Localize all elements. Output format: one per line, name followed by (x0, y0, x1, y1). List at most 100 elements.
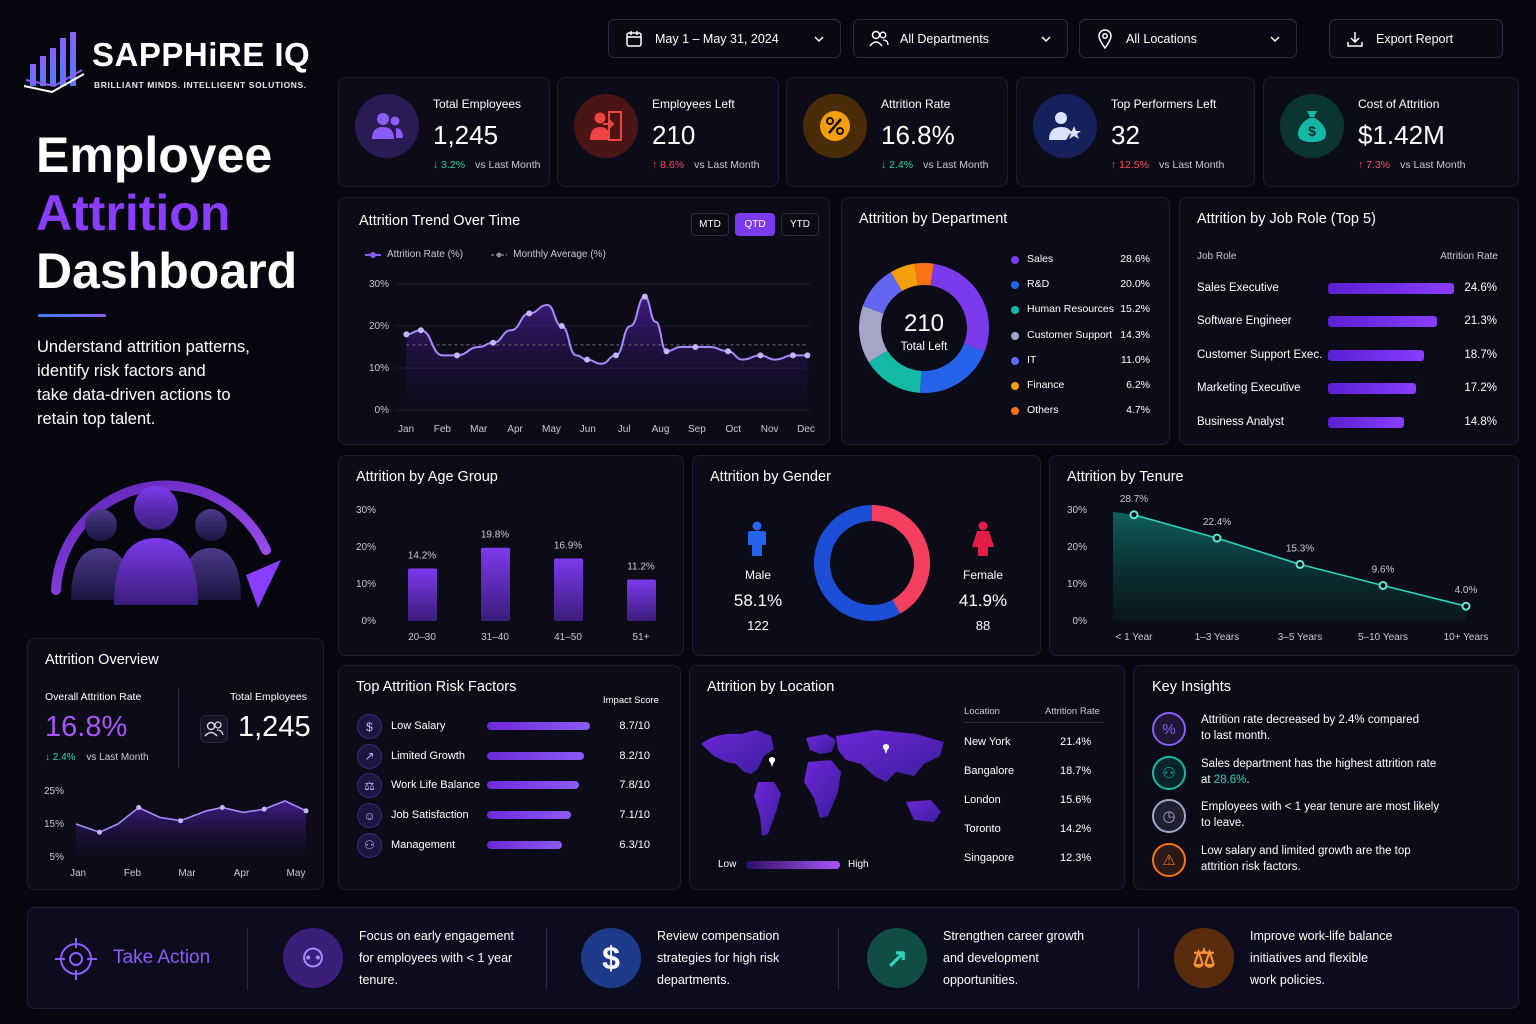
risk-bar (487, 840, 562, 849)
kpi-delta-value: 3.2% (441, 159, 466, 171)
department-center-value: 210 (903, 310, 945, 337)
overview-point (261, 806, 267, 812)
trend-point (490, 339, 497, 346)
overview-point (178, 818, 184, 824)
location-gradient-bar (746, 861, 840, 869)
kpi-card: Employees Left 210 ↑ 8.6% vs Last Month (557, 77, 779, 187)
people-icon: ⚇ (357, 832, 382, 858)
location-name: London (964, 794, 1001, 806)
kpi-card: $ Cost of Attrition $1.42M ↑ 7.3% vs Last Mo… (1263, 77, 1519, 187)
desc-line: retain top talent. (37, 410, 156, 428)
tab-qtd[interactable]: QTD (735, 213, 775, 236)
y-tick-label: 20% (356, 542, 376, 553)
arrow-up-icon: ↑ (652, 159, 661, 171)
x-tick-label: 31–40 (481, 632, 509, 643)
department-select[interactable]: All Departments (853, 19, 1068, 58)
legend-rate-label: Attrition Rate (%) (387, 249, 464, 260)
risk-factors-card: Top Attrition Risk Factors Impact Score … (338, 665, 681, 890)
tenure-point (1461, 601, 1471, 611)
location-col1: Location (964, 706, 1000, 717)
x-tick-label: May (542, 424, 561, 435)
brand-tagline: BRILLIANT MINDS. INTELLIGENT SOLUTIONS. (94, 80, 307, 90)
legend-dot (1011, 256, 1019, 264)
overview-chart: 5% 15% 25% Jan Feb Mar Apr May (44, 786, 309, 879)
age-bar-label: 14.2% (408, 550, 436, 561)
desc-line: take data-driven actions to (37, 386, 231, 404)
kpi-delta-note: vs Last Month (923, 159, 989, 171)
age-bar-label: 16.9% (554, 540, 582, 551)
trend-point (558, 323, 565, 329)
x-tick-label: Mar (178, 868, 196, 879)
legend-dot (1011, 331, 1019, 340)
attrition-by-tenure-card: Attrition by Tenure 0% 10% 20% 30% 28.7% < 1 … (1049, 455, 1519, 656)
overview-delta-value: 2.4% (52, 752, 76, 763)
export-report-button[interactable]: Export Report (1329, 19, 1503, 58)
legend-dot (1011, 281, 1019, 290)
donut-slice (862, 272, 903, 314)
age-bar-label: 11.2% (627, 562, 655, 573)
attrition-by-age-card: Attrition by Age Group 0% 10% 20% 30% 14.2% 2… (338, 455, 684, 656)
arrow-up-icon: ↑ (1358, 159, 1367, 171)
x-tick-label: Sep (688, 424, 706, 435)
location-low-label: Low (718, 859, 737, 870)
attrition-by-location-card: Attrition by Location Low High Location … (689, 665, 1125, 890)
donut-slice (919, 343, 985, 393)
tab-ytd[interactable]: YTD (781, 213, 819, 236)
tab-mtd[interactable]: MTD (691, 213, 729, 236)
location-name: Bangalore (964, 765, 1015, 777)
department-donut (859, 263, 989, 393)
trend-title: Attrition Trend Over Time (359, 213, 521, 229)
x-tick-label: Dec (797, 424, 815, 435)
action-text-line: Review compensation (657, 929, 780, 943)
kpi-delta-value: 7.3% (1366, 159, 1391, 171)
jobrole-label: Customer Support Exec. (1197, 348, 1323, 361)
department-center-label: Total Left (900, 341, 948, 353)
x-tick-label: Feb (434, 424, 452, 435)
jobrole-label: Sales Executive (1197, 282, 1279, 294)
overview-delta-note: vs Last Month (86, 752, 149, 763)
y-tick-label: 0% (362, 616, 377, 627)
department-value: All Departments (900, 31, 989, 46)
overview-divider (178, 689, 179, 767)
trend-area (406, 296, 808, 410)
attrition-overview-card: Attrition Overview Overall Attrition Rat… (27, 638, 324, 890)
brand-logo: SAPPHiRE IQ BRILLIANT MINDS. INTELLIGENT… (22, 30, 322, 100)
female-icon (972, 521, 994, 556)
y-tick-label: 5% (50, 852, 65, 863)
legend-label: Sales (1027, 253, 1054, 265)
age-bar-label: 19.8% (481, 530, 509, 541)
donut-slice (868, 350, 922, 393)
y-tick-label: 25% (44, 786, 64, 797)
kpi-delta-value: 2.4% (889, 159, 914, 171)
y-tick-label: 30% (1067, 505, 1087, 516)
trend-point (612, 352, 619, 359)
jobrole-value: 21.3% (1464, 315, 1497, 328)
kpi-value: 1,245 (433, 120, 499, 150)
date-range-select[interactable]: May 1 – May 31, 2024 (608, 19, 841, 58)
insight-line-1: Low salary and limited growth are the to… (1201, 844, 1411, 857)
location-pin-icon (1094, 28, 1116, 50)
money-bag-icon: $ (1280, 94, 1344, 158)
kpi-title: Employees Left (652, 97, 735, 111)
risk-col: Impact Score (603, 695, 659, 706)
clock-icon: ◷ (1152, 799, 1186, 833)
y-tick-label: 30% (356, 505, 376, 516)
jobrole-title: Attrition by Job Role (Top 5) (1197, 211, 1376, 227)
x-tick-label: < 1 Year (1116, 632, 1154, 643)
x-tick-label: 10+ Years (1444, 632, 1489, 643)
legend-dot (1011, 356, 1019, 365)
jobrole-value: 24.6% (1464, 282, 1497, 294)
legend-label: Finance (1027, 379, 1065, 391)
location-select[interactable]: All Locations (1079, 19, 1297, 58)
risk-score: 7.1/10 (619, 809, 650, 822)
overview-point (219, 805, 225, 810)
x-tick-label: 20–30 (408, 632, 436, 643)
male-icon (748, 521, 766, 556)
action-text-line: initiatives and flexible (1250, 951, 1369, 965)
risk-bar (487, 811, 572, 820)
y-tick-label: 20% (369, 321, 389, 332)
legend-label: IT (1027, 353, 1037, 366)
y-tick-label: 15% (44, 819, 64, 830)
user-star-icon (1033, 94, 1097, 158)
gender-title: Attrition by Gender (710, 469, 831, 485)
